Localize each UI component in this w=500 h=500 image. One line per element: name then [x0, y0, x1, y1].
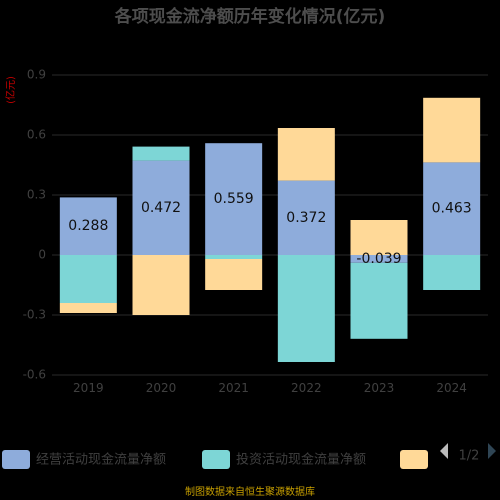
data-labels: 0.288 0.472 0.559 0.372 -0.039 0.463 — [68, 191, 471, 267]
y-tick-label: -0.3 — [23, 308, 46, 322]
bar-segment — [59, 255, 117, 303]
y-tick-label: 0.6 — [27, 128, 46, 142]
bar-segment — [277, 128, 335, 181]
legend-pager: 1/2 — [440, 443, 496, 464]
bar-segment — [277, 255, 335, 362]
legend-item[interactable] — [400, 450, 428, 469]
x-tick-label: 2020 — [146, 381, 177, 395]
bar-segment — [205, 255, 263, 259]
y-tick-label: 0.9 — [27, 68, 46, 82]
data-label: 0.463 — [432, 201, 472, 217]
legend: 经营活动现金流量净额 投资活动现金流量净额 — [2, 450, 428, 469]
legend-next-icon[interactable] — [488, 443, 496, 459]
x-axis: 2019 2020 2021 2022 2023 2024 — [73, 381, 467, 395]
bar-segment — [132, 146, 190, 161]
legend-swatch — [2, 450, 30, 469]
bar-segment — [350, 262, 408, 339]
legend-prev-icon[interactable] — [440, 443, 448, 459]
legend-label: 经营活动现金流量净额 — [36, 452, 166, 468]
y-tick-label: 0 — [38, 248, 46, 262]
source-note: 制图数据来自恒生聚源数据库 — [185, 485, 315, 498]
bar-segment — [277, 180, 335, 255]
bar-segment — [350, 255, 408, 263]
bar-segment — [423, 97, 481, 163]
legend-label: 投资活动现金流量净额 — [236, 452, 366, 468]
grid — [52, 74, 488, 376]
y-unit-label: (亿元) — [4, 76, 17, 104]
chart-title: 各项现金流净额历年变化情况(亿元) — [114, 6, 386, 27]
legend-swatch — [400, 450, 428, 469]
legend-swatch — [202, 450, 230, 469]
data-label: 0.288 — [68, 218, 108, 234]
data-label: 0.372 — [286, 210, 326, 226]
data-label: -0.039 — [356, 251, 401, 267]
bar-segment — [132, 255, 190, 315]
x-tick-label: 2023 — [364, 381, 395, 395]
bar-segment — [205, 259, 263, 290]
y-axis: 0.9 0.6 0.3 0 -0.3 -0.6 — [23, 68, 46, 382]
x-tick-label: 2019 — [73, 381, 104, 395]
x-tick-label: 2021 — [218, 381, 249, 395]
x-tick-label: 2022 — [291, 381, 322, 395]
bar-segment — [205, 143, 263, 255]
bar-segment — [350, 220, 408, 255]
y-tick-label: 0.3 — [27, 188, 46, 202]
bars — [59, 97, 481, 362]
bar-segment — [59, 197, 117, 255]
bar-segment — [423, 255, 481, 290]
x-tick-label: 2024 — [436, 381, 467, 395]
y-tick-label: -0.6 — [23, 368, 46, 382]
legend-item[interactable]: 经营活动现金流量净额 — [2, 450, 166, 469]
bar-segment — [59, 303, 117, 313]
legend-item[interactable]: 投资活动现金流量净额 — [202, 450, 366, 469]
bar-segment — [132, 160, 190, 255]
bar-segment — [423, 162, 481, 255]
data-label: 0.472 — [141, 200, 181, 216]
legend-page-indicator: 1/2 — [459, 449, 480, 464]
data-label: 0.559 — [214, 191, 254, 207]
